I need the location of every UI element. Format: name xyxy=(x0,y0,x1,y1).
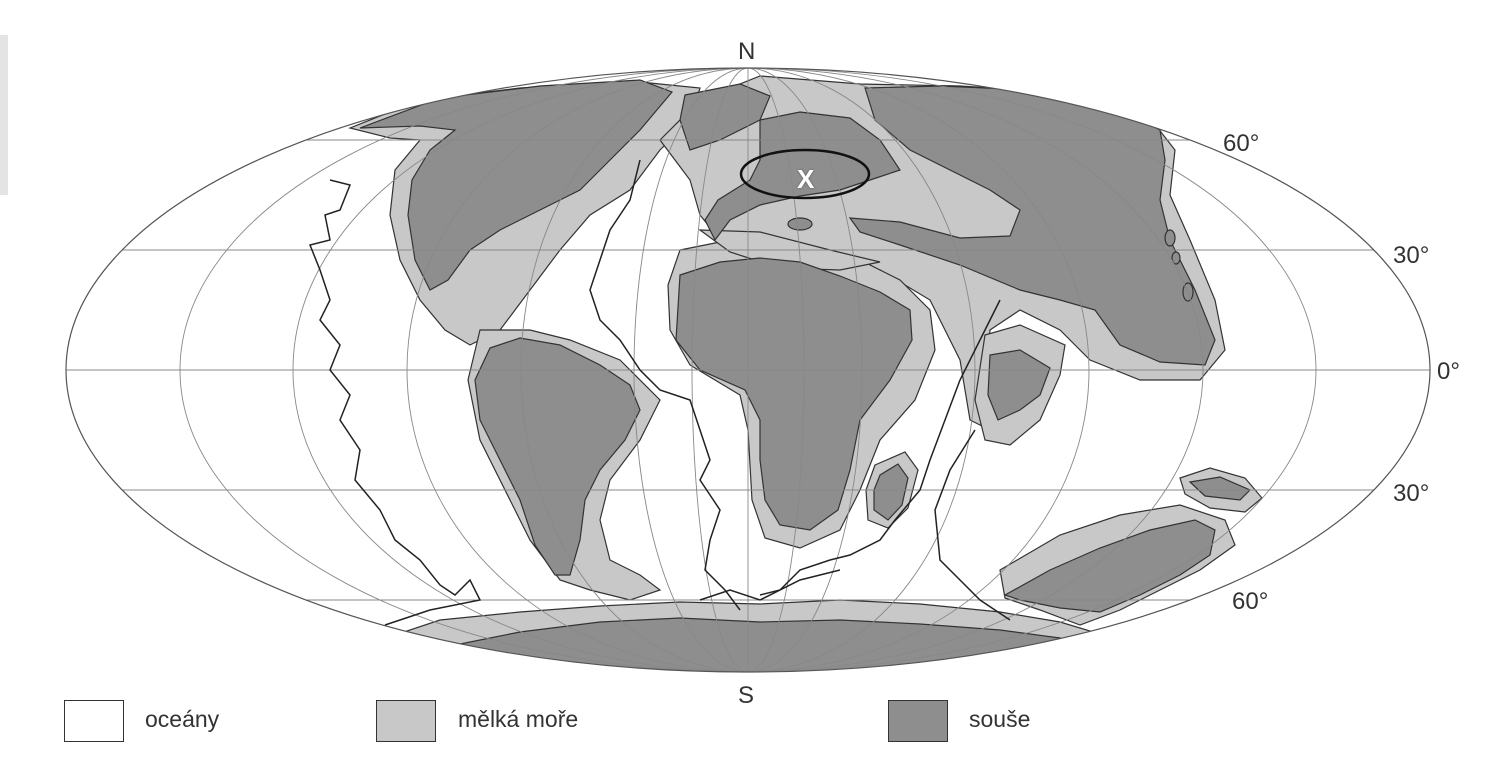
south-pole-label: S xyxy=(738,682,755,709)
latitude-label-south-30: 30° xyxy=(1393,480,1430,507)
latitude-label-south-60: 60° xyxy=(1232,588,1269,615)
legend-shallow-sea-label: mělká moře xyxy=(458,706,579,732)
latitude-label-north-30: 30° xyxy=(1393,242,1430,269)
legend-land-label: souše xyxy=(969,706,1031,732)
mid-ocean-ridges xyxy=(308,159,1011,626)
highlight-ellipse xyxy=(739,148,871,200)
marker-x-label: X xyxy=(797,164,815,194)
latitude-label-equator: 0° xyxy=(1437,358,1460,385)
north-pole-label: N xyxy=(738,38,756,65)
land-areas xyxy=(359,79,1252,672)
legend-land-swatch xyxy=(888,700,948,742)
latitude-label-north-60: 60° xyxy=(1223,130,1260,157)
globe-outline xyxy=(65,67,1431,673)
left-edge-tab xyxy=(0,35,8,195)
legend-ocean-label: oceány xyxy=(145,706,220,732)
legend-ocean-swatch xyxy=(64,700,124,742)
legend-shallow-sea-swatch xyxy=(376,700,436,742)
